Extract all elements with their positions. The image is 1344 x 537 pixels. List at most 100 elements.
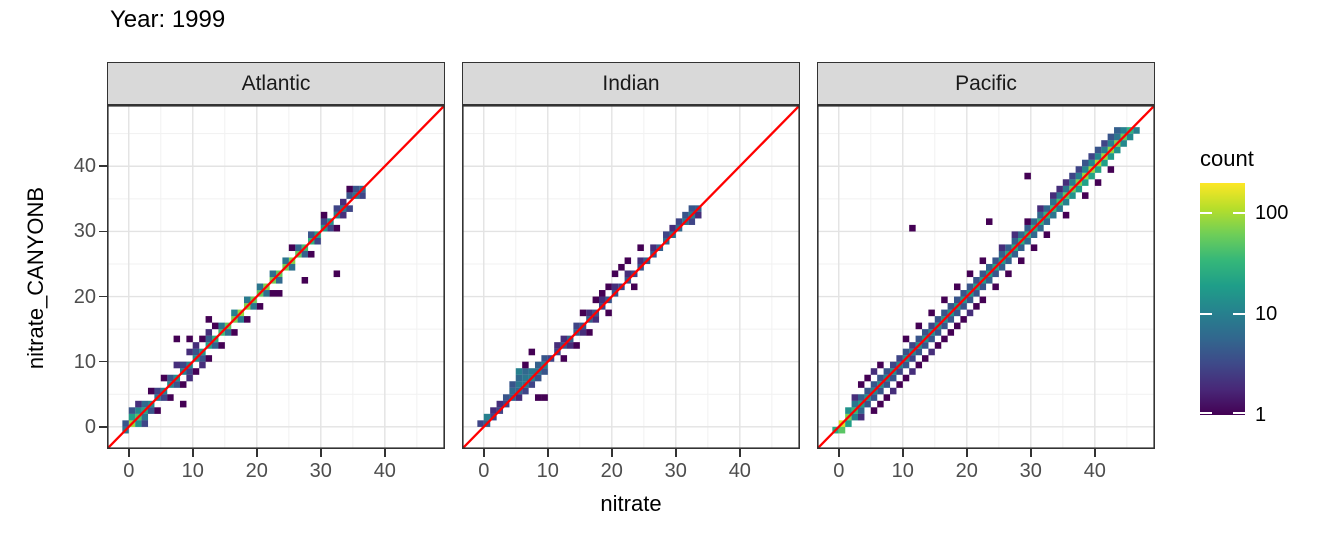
bin-cell (522, 361, 529, 369)
bin-cell (288, 263, 296, 271)
bin-cell (695, 211, 702, 219)
bin-cell (966, 296, 974, 304)
bin-cell (1043, 205, 1051, 212)
bin-cell (909, 368, 916, 375)
bin-cell (1088, 159, 1095, 167)
bin-cell (541, 394, 548, 401)
bin-cell (688, 205, 696, 212)
bin-cell (966, 309, 974, 317)
bin-cell (928, 348, 935, 356)
bin-cell (515, 368, 523, 375)
x-tick-mark (838, 449, 840, 457)
bin-cell (346, 192, 353, 199)
bin-cell (618, 263, 625, 271)
bin-cell (237, 316, 245, 323)
x-tick-mark (739, 449, 741, 457)
bin-cell (960, 303, 967, 310)
bin-cell (477, 420, 484, 427)
x-tick-label: 40 (373, 460, 396, 482)
bin-cell (979, 283, 987, 291)
bin-cell (870, 407, 878, 414)
bin-cell (947, 303, 955, 310)
bin-cell (173, 335, 181, 343)
bin-cell (243, 316, 251, 323)
bin-cell (650, 244, 657, 252)
bin-cell (1062, 198, 1070, 206)
bin-cell (560, 335, 568, 343)
bin-cell (1024, 237, 1031, 245)
bin-cell (243, 296, 251, 304)
x-tick-mark (192, 449, 194, 457)
identity-line (817, 105, 1155, 449)
bin-cell (973, 277, 980, 284)
bin-cell (147, 407, 155, 414)
bin-cell (522, 374, 529, 382)
x-tick-label: 20 (245, 460, 268, 482)
bin-cell (333, 224, 341, 232)
legend-colorbar (1200, 183, 1245, 415)
bin-cell (199, 361, 206, 369)
bin-cell (1126, 133, 1134, 141)
bin-cell (1114, 146, 1121, 154)
x-tick-label: 0 (123, 460, 135, 482)
bin-cell (941, 296, 948, 304)
bin-cell (141, 413, 149, 421)
bin-cell (135, 400, 142, 408)
bin-cell (186, 348, 193, 356)
bin-cell (845, 420, 852, 427)
y-tick-mark (99, 230, 107, 233)
bin-cell (1037, 211, 1044, 219)
bin-cell (953, 309, 961, 317)
bin-cell (154, 407, 161, 414)
bin-cell (320, 218, 328, 225)
bin-cell (941, 335, 948, 343)
bin-cell (502, 394, 510, 401)
bin-cell (902, 374, 910, 382)
panel-border (462, 105, 800, 449)
bin-cell (870, 368, 878, 375)
bin-cell (231, 309, 238, 317)
bin-cell (851, 394, 859, 401)
bin-cell (851, 400, 859, 408)
bin-cell (1094, 153, 1102, 160)
bin-cell (192, 368, 200, 375)
bin-cell (1050, 211, 1057, 219)
bin-cell (1005, 244, 1012, 252)
legend-tick-label: 1 (1255, 404, 1267, 426)
bin-cell (1082, 192, 1089, 199)
bin-cell (1082, 179, 1089, 186)
x-tick-label: 40 (728, 460, 751, 482)
x-tick-mark (611, 449, 613, 457)
bin-cell (637, 244, 644, 252)
bin-cell (218, 342, 225, 349)
facet-strip-atlantic: Atlantic (107, 62, 445, 105)
bin-cell (960, 290, 967, 297)
bin-cell (1011, 237, 1019, 245)
legend-tick-mark (1233, 412, 1245, 414)
bin-cell (122, 420, 129, 427)
y-tick-label: 20 (73, 285, 96, 308)
bin-cell (986, 263, 993, 271)
bin-cell (160, 394, 168, 401)
legend-tick-label: 100 (1255, 202, 1289, 225)
bin-cell (199, 355, 206, 362)
bin-cell (579, 309, 587, 317)
bin-cell (301, 250, 309, 258)
bin-cell (534, 374, 542, 382)
bin-cell (1120, 127, 1127, 134)
bin-cell (870, 381, 878, 388)
bin-cell (1043, 231, 1051, 238)
bin-cell (889, 361, 897, 369)
bin-cell (1018, 231, 1025, 238)
bin-cell (889, 374, 897, 382)
bin-cell (1082, 166, 1089, 173)
bin-cell (282, 257, 289, 265)
x-tick-mark (1094, 449, 1096, 457)
bin-cell (135, 407, 142, 414)
bin-cell (141, 420, 149, 427)
bin-cell (515, 381, 523, 388)
bin-cell (276, 277, 283, 284)
bin-cell (1024, 218, 1031, 225)
bin-cell (522, 368, 529, 375)
bin-cell (1107, 166, 1115, 173)
